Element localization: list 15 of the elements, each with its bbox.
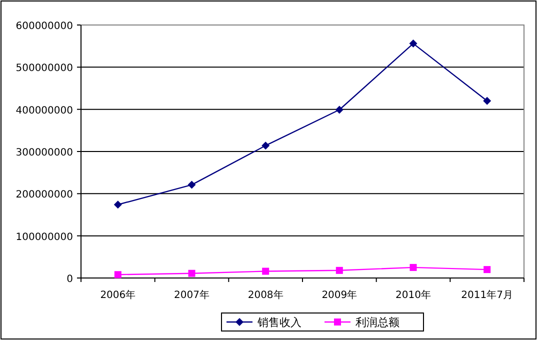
y-tick-label: 100000000 [16,232,73,243]
x-tick-label: 2008年 [248,289,284,301]
x-tick-label: 2007年 [174,289,210,301]
y-tick-label: 400000000 [16,105,73,116]
legend-label: 销售收入 [256,316,302,329]
y-tick-label: 600000000 [16,21,73,32]
y-tick-label: 200000000 [16,190,73,201]
y-tick-label: 300000000 [16,148,73,158]
x-tick-label: 2009年 [322,289,358,301]
x-tick-label: 2011年7月 [461,289,513,301]
x-tick-label: 2006年 [100,289,136,301]
x-tick-label: 2010年 [396,289,431,301]
y-tick-label: 0 [66,274,73,285]
legend-label: 利润总额 [356,316,400,329]
y-tick-label: 500000000 [16,63,73,74]
